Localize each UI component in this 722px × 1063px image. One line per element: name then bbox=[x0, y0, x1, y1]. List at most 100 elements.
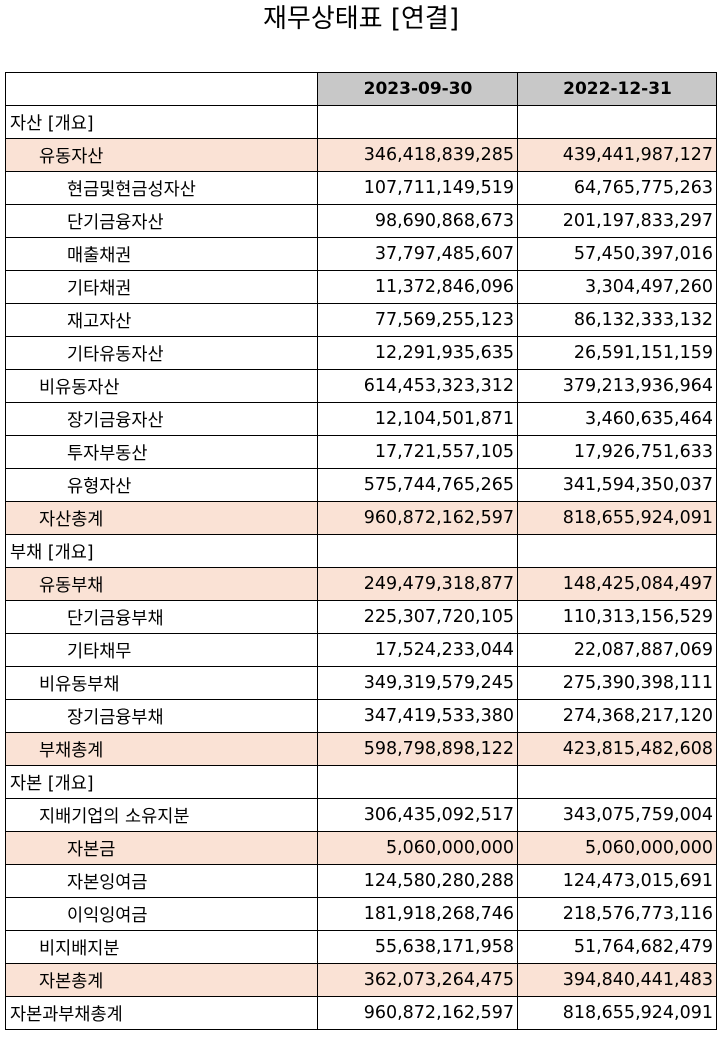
value-2023-09-30 bbox=[317, 105, 518, 139]
row-label: 기타유동자산 bbox=[5, 336, 318, 370]
row-label: 자본 [개요] bbox=[5, 765, 318, 799]
value-2023-09-30: 960,872,162,597 bbox=[317, 996, 518, 1030]
row-label: 장기금융부채 bbox=[5, 699, 318, 733]
value-2022-12-31: 64,765,775,263 bbox=[517, 171, 717, 205]
row-label: 매출채권 bbox=[5, 237, 318, 271]
row-label: 기타채무 bbox=[5, 633, 318, 667]
row-label: 비지배지분 bbox=[5, 930, 318, 964]
value-2022-12-31: 818,655,924,091 bbox=[517, 501, 717, 535]
value-2022-12-31: 86,132,333,132 bbox=[517, 303, 717, 337]
row-label: 부채총계 bbox=[5, 732, 318, 766]
table-row: 유형자산 575,744,765,265 341,594,350,037 bbox=[5, 468, 717, 502]
table-row: 자본총계 362,073,264,475 394,840,441,483 bbox=[5, 963, 717, 997]
value-2022-12-31: 379,213,936,964 bbox=[517, 369, 717, 403]
value-2022-12-31: 275,390,398,111 bbox=[517, 666, 717, 700]
table-row: 자본잉여금 124,580,280,288 124,473,015,691 bbox=[5, 864, 717, 898]
row-label: 유동부채 bbox=[5, 567, 318, 601]
value-2023-09-30: 17,721,557,105 bbox=[317, 435, 518, 469]
value-2022-12-31: 201,197,833,297 bbox=[517, 204, 717, 238]
value-2023-09-30: 575,744,765,265 bbox=[317, 468, 518, 502]
value-2023-09-30: 225,307,720,105 bbox=[317, 600, 518, 634]
table-row: 장기금융자산 12,104,501,871 3,460,635,464 bbox=[5, 402, 717, 436]
value-2022-12-31: 26,591,151,159 bbox=[517, 336, 717, 370]
value-2023-09-30: 249,479,318,877 bbox=[317, 567, 518, 601]
row-label: 자본과부채총계 bbox=[5, 996, 318, 1030]
value-2023-09-30: 12,291,935,635 bbox=[317, 336, 518, 370]
row-label: 장기금융자산 bbox=[5, 402, 318, 436]
value-2022-12-31 bbox=[517, 765, 717, 799]
row-label: 자본잉여금 bbox=[5, 864, 318, 898]
table-row: 기타채권 11,372,846,096 3,304,497,260 bbox=[5, 270, 717, 304]
value-2022-12-31: 818,655,924,091 bbox=[517, 996, 717, 1030]
page-title: 재무상태표 [연결] bbox=[263, 4, 459, 34]
balance-sheet-table: 2023-09-30 2022-12-31 자산 [개요] 유동자산 346,418… bbox=[5, 72, 717, 1030]
table-row: 자본금 5,060,000,000 5,060,000,000 bbox=[5, 831, 717, 865]
value-2023-09-30: 598,798,898,122 bbox=[317, 732, 518, 766]
value-2022-12-31: 110,313,156,529 bbox=[517, 600, 717, 634]
table-row: 단기금융자산 98,690,868,673 201,197,833,297 bbox=[5, 204, 717, 238]
value-2022-12-31: 17,926,751,633 bbox=[517, 435, 717, 469]
value-2023-09-30: 98,690,868,673 bbox=[317, 204, 518, 238]
value-2023-09-30: 124,580,280,288 bbox=[317, 864, 518, 898]
value-2022-12-31: 274,368,217,120 bbox=[517, 699, 717, 733]
row-label: 자본총계 bbox=[5, 963, 318, 997]
row-label: 유형자산 bbox=[5, 468, 318, 502]
value-2022-12-31: 218,576,773,116 bbox=[517, 897, 717, 931]
table-row: 자산 [개요] bbox=[5, 105, 717, 139]
header-date-2022-12-31: 2022-12-31 bbox=[517, 72, 717, 106]
row-label: 유동자산 bbox=[5, 138, 318, 172]
value-2023-09-30: 12,104,501,871 bbox=[317, 402, 518, 436]
row-label: 현금및현금성자산 bbox=[5, 171, 318, 205]
value-2023-09-30: 37,797,485,607 bbox=[317, 237, 518, 271]
table-row: 부채총계 598,798,898,122 423,815,482,608 bbox=[5, 732, 717, 766]
value-2023-09-30 bbox=[317, 534, 518, 568]
table-row: 자본 [개요] bbox=[5, 765, 717, 799]
value-2022-12-31: 124,473,015,691 bbox=[517, 864, 717, 898]
value-2023-09-30: 349,319,579,245 bbox=[317, 666, 518, 700]
value-2022-12-31: 394,840,441,483 bbox=[517, 963, 717, 997]
table-row: 기타채무 17,524,233,044 22,087,887,069 bbox=[5, 633, 717, 667]
row-label: 기타채권 bbox=[5, 270, 318, 304]
row-label: 단기금융부채 bbox=[5, 600, 318, 634]
table-row: 단기금융부채 225,307,720,105 110,313,156,529 bbox=[5, 600, 717, 634]
table-row: 기타유동자산 12,291,935,635 26,591,151,159 bbox=[5, 336, 717, 370]
value-2022-12-31 bbox=[517, 534, 717, 568]
table-row: 자본과부채총계 960,872,162,597 818,655,924,091 bbox=[5, 996, 717, 1030]
table-header-row: 2023-09-30 2022-12-31 bbox=[5, 72, 717, 106]
value-2022-12-31: 439,441,987,127 bbox=[517, 138, 717, 172]
value-2023-09-30: 347,419,533,380 bbox=[317, 699, 518, 733]
value-2023-09-30: 5,060,000,000 bbox=[317, 831, 518, 865]
row-label: 자산 [개요] bbox=[5, 105, 318, 139]
table-row: 매출채권 37,797,485,607 57,450,397,016 bbox=[5, 237, 717, 271]
value-2023-09-30: 306,435,092,517 bbox=[317, 798, 518, 832]
row-label: 지배기업의 소유지분 bbox=[5, 798, 318, 832]
table-row: 부채 [개요] bbox=[5, 534, 717, 568]
value-2022-12-31: 5,060,000,000 bbox=[517, 831, 717, 865]
value-2023-09-30: 77,569,255,123 bbox=[317, 303, 518, 337]
table-row: 장기금융부채 347,419,533,380 274,368,217,120 bbox=[5, 699, 717, 733]
value-2023-09-30: 11,372,846,096 bbox=[317, 270, 518, 304]
value-2023-09-30: 55,638,171,958 bbox=[317, 930, 518, 964]
row-label: 비유동부채 bbox=[5, 666, 318, 700]
row-label: 자본금 bbox=[5, 831, 318, 865]
row-label: 자산총계 bbox=[5, 501, 318, 535]
table-body: 자산 [개요] 유동자산 346,418,839,285 439,441,987,12… bbox=[5, 105, 717, 1030]
value-2023-09-30: 107,711,149,519 bbox=[317, 171, 518, 205]
row-label: 이익잉여금 bbox=[5, 897, 318, 931]
header-label-column bbox=[5, 72, 318, 106]
row-label: 재고자산 bbox=[5, 303, 318, 337]
row-label: 단기금융자산 bbox=[5, 204, 318, 238]
value-2023-09-30: 346,418,839,285 bbox=[317, 138, 518, 172]
row-label: 부채 [개요] bbox=[5, 534, 318, 568]
value-2022-12-31: 3,460,635,464 bbox=[517, 402, 717, 436]
table-row: 자산총계 960,872,162,597 818,655,924,091 bbox=[5, 501, 717, 535]
table-row: 유동부채 249,479,318,877 148,425,084,497 bbox=[5, 567, 717, 601]
table-row: 투자부동산 17,721,557,105 17,926,751,633 bbox=[5, 435, 717, 469]
value-2022-12-31: 148,425,084,497 bbox=[517, 567, 717, 601]
table-row: 현금및현금성자산 107,711,149,519 64,765,775,263 bbox=[5, 171, 717, 205]
value-2022-12-31: 57,450,397,016 bbox=[517, 237, 717, 271]
row-label: 투자부동산 bbox=[5, 435, 318, 469]
value-2023-09-30: 614,453,323,312 bbox=[317, 369, 518, 403]
value-2022-12-31 bbox=[517, 105, 717, 139]
value-2022-12-31: 22,087,887,069 bbox=[517, 633, 717, 667]
